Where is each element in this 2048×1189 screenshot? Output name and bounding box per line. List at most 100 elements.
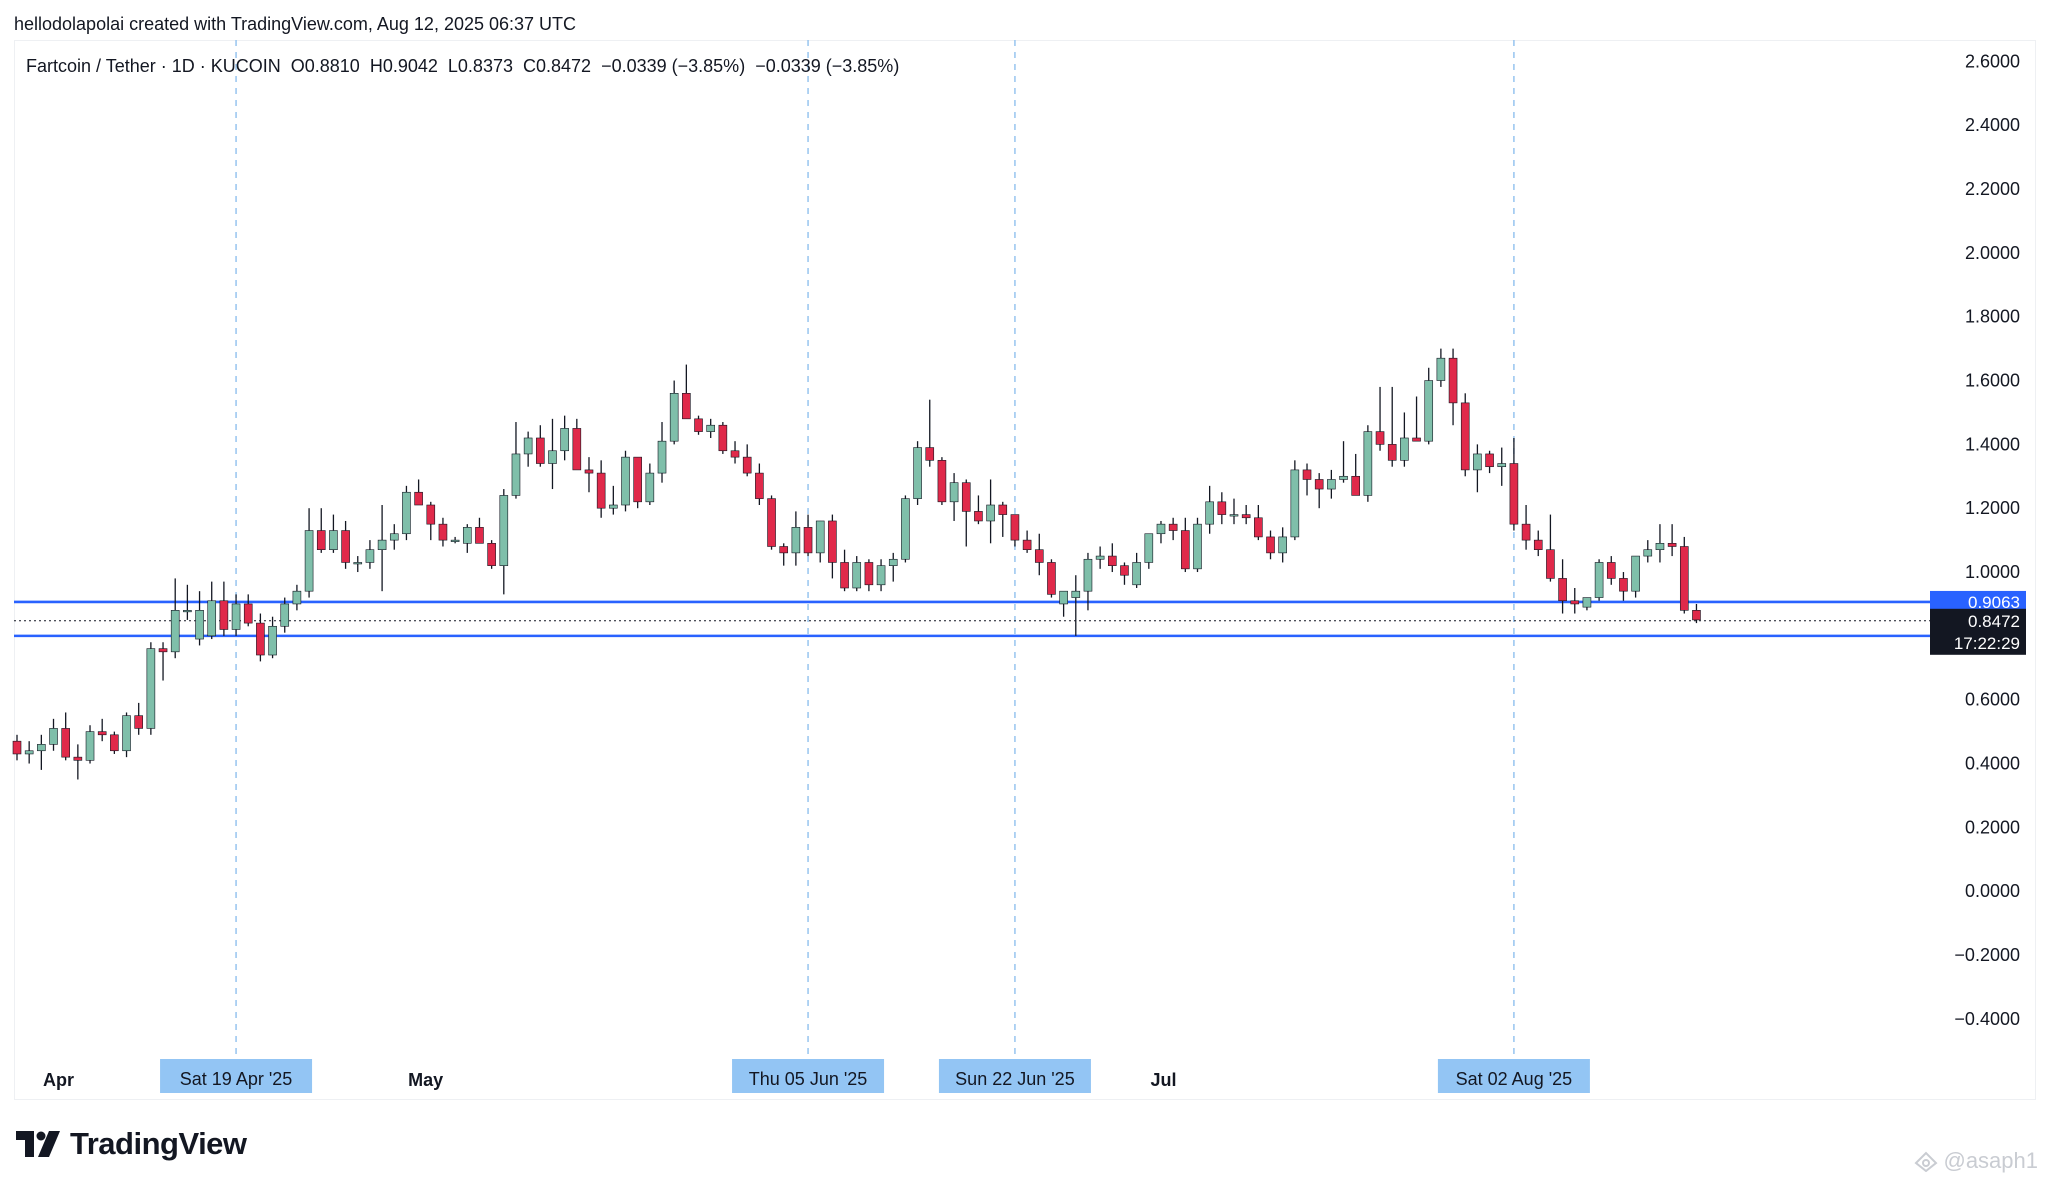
- candle-body-up: [901, 498, 910, 560]
- candle-body-up: [195, 610, 204, 640]
- candle: [1509, 437, 1519, 531]
- candle: [341, 520, 350, 569]
- candle: [584, 457, 594, 493]
- candle: [949, 473, 959, 521]
- candle-body-up: [389, 533, 399, 541]
- candle-body-up: [669, 393, 679, 442]
- candle: [1363, 425, 1373, 502]
- candle: [1375, 386, 1385, 451]
- candle: [170, 578, 180, 659]
- chart-caption: hellodolapolai created with TradingView.…: [14, 14, 577, 34]
- candle-body-up: [329, 530, 338, 550]
- candle: [1168, 517, 1178, 541]
- y-tick-label: 2.6000: [1965, 51, 2020, 71]
- x-month-label: Apr: [43, 1070, 74, 1090]
- date-pill-label: Sun 22 Jun '25: [955, 1069, 1075, 1089]
- candle: [1473, 444, 1482, 493]
- candle: [669, 380, 679, 445]
- candle: [146, 642, 156, 735]
- candle-body-down: [475, 527, 484, 544]
- candle-body-down: [1108, 555, 1117, 566]
- candle-body-down: [694, 418, 703, 432]
- candle-body-up: [462, 527, 472, 544]
- candle: [888, 552, 898, 582]
- candles: [12, 348, 1701, 780]
- candle-body-up: [1339, 475, 1348, 480]
- candle-body-down: [1412, 437, 1421, 442]
- candle-body-up: [621, 456, 630, 506]
- candle: [1278, 527, 1287, 563]
- candle-body-down: [1302, 469, 1312, 480]
- candle: [49, 718, 58, 751]
- candle: [122, 712, 131, 758]
- candle-body-down: [974, 511, 983, 522]
- candle-body-up: [49, 728, 58, 745]
- candle: [852, 556, 862, 592]
- candle: [682, 364, 691, 420]
- tradingview-logo-text: TradingView: [70, 1126, 247, 1161]
- y-tick-label: 2.4000: [1965, 115, 2020, 135]
- candle-body-down: [742, 456, 752, 474]
- candle-body-up: [231, 603, 241, 630]
- candle: [560, 415, 569, 461]
- candle-body-down: [1521, 523, 1531, 541]
- candle-body-down: [1619, 578, 1628, 592]
- candle-body-down: [1606, 562, 1616, 579]
- candle-body-down: [438, 523, 448, 541]
- candle: [1558, 559, 1567, 614]
- candle-body-down: [1034, 549, 1044, 563]
- candle-body-down: [158, 648, 168, 653]
- candle-body-up: [548, 450, 557, 464]
- candle-body-down: [803, 527, 813, 554]
- y-tick-label: 1.8000: [1965, 307, 2020, 327]
- candle-body-down: [755, 472, 764, 499]
- candle: [901, 495, 910, 563]
- candle: [1655, 524, 1665, 563]
- candle: [876, 559, 886, 592]
- chart-legend: Fartcoin / Tether · 1D · KUCOIN O0.8810 …: [26, 56, 899, 77]
- candle-body-down: [134, 715, 143, 729]
- legend-change: −0.0339 (−3.85%): [601, 56, 746, 76]
- candle: [1546, 514, 1555, 582]
- candle: [37, 734, 46, 770]
- candle: [231, 594, 241, 636]
- candle: [1241, 505, 1251, 525]
- weibo-icon: [1914, 1151, 1938, 1172]
- candle: [1387, 386, 1397, 467]
- candle: [158, 642, 168, 681]
- candle: [462, 524, 472, 553]
- candle: [1095, 546, 1105, 569]
- candle-body-up: [37, 744, 46, 752]
- candle: [1619, 572, 1628, 601]
- candle-body-up: [402, 491, 411, 535]
- candle-body-up: [1497, 463, 1507, 468]
- candle-body-down: [1181, 530, 1190, 570]
- candle: [536, 425, 545, 467]
- candle-body-down: [1047, 562, 1056, 595]
- candle-body-up: [1363, 431, 1373, 496]
- y-tick-label: 2.0000: [1965, 243, 2020, 263]
- candle: [840, 549, 849, 592]
- tradingview-logo[interactable]: TradingView: [16, 1126, 247, 1162]
- candle: [1424, 367, 1434, 445]
- candle: [755, 463, 764, 506]
- candle-body-up: [852, 562, 862, 589]
- candle-body-down: [1679, 546, 1689, 611]
- candle: [1302, 463, 1312, 496]
- chart-frame[interactable]: [14, 40, 2036, 1100]
- candle: [304, 508, 314, 598]
- candle: [1570, 587, 1580, 614]
- candle-body-up: [1400, 437, 1409, 461]
- candle-body-down: [730, 450, 740, 458]
- candle-body-up: [1473, 453, 1482, 471]
- candle-body-down: [1692, 610, 1701, 621]
- y-tick-label: 0.2000: [1965, 817, 2020, 837]
- candle-body-up: [1424, 380, 1434, 442]
- y-tick-label: −0.4000: [1954, 1009, 2020, 1029]
- candle-body-up: [791, 527, 801, 554]
- last-price-label: 0.8472: [1968, 612, 2020, 631]
- candle-body-down: [1448, 357, 1458, 404]
- candle-body-up: [353, 562, 363, 565]
- y-tick-label: 0.6000: [1965, 690, 2020, 710]
